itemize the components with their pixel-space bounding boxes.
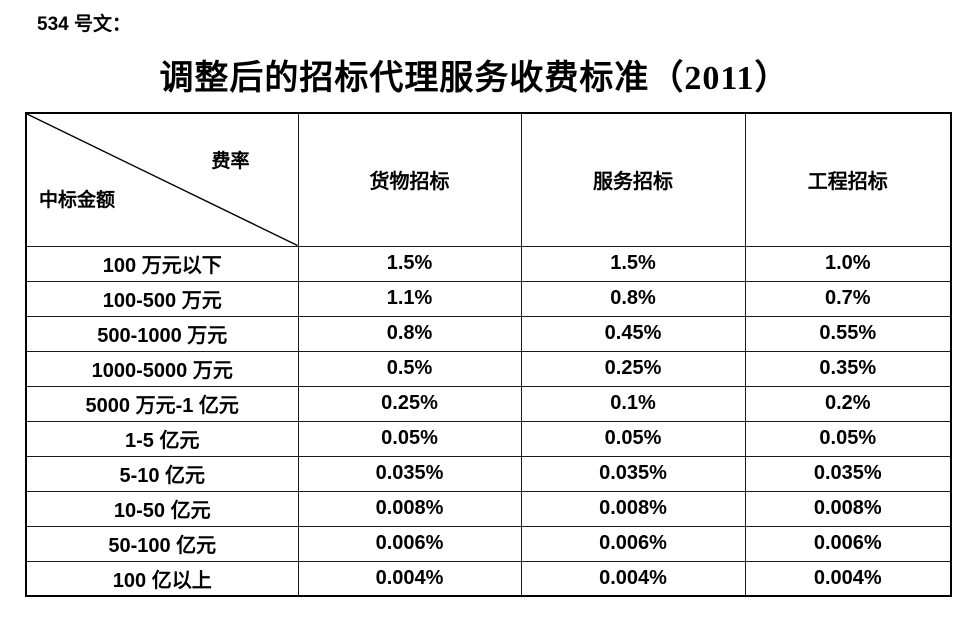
rate-cell: 0.7% — [744, 280, 952, 317]
rate-cell: 0.035% — [744, 455, 952, 492]
amount-cell: 100 万元以下 — [25, 245, 299, 282]
rate-cell: 0.1% — [520, 385, 746, 422]
rate-cell: 0.035% — [520, 455, 746, 492]
amount-cell: 5000 万元-1 亿元 — [25, 385, 299, 422]
table-row: 100 万元以下 1.5% 1.5% 1.0% — [25, 245, 952, 282]
rate-cell: 0.05% — [520, 420, 746, 457]
rate-cell: 0.55% — [744, 315, 952, 352]
table-row: 500-1000 万元 0.8% 0.45% 0.55% — [25, 315, 952, 352]
rate-cell: 0.035% — [297, 455, 522, 492]
rate-cell: 0.004% — [297, 560, 522, 597]
rate-cell: 1.0% — [744, 245, 952, 282]
rate-cell: 1.5% — [520, 245, 746, 282]
table-row: 5-10 亿元 0.035% 0.035% 0.035% — [25, 455, 952, 492]
rate-cell: 0.05% — [744, 420, 952, 457]
amount-cell: 5-10 亿元 — [25, 455, 299, 492]
table-row: 50-100 亿元 0.006% 0.006% 0.006% — [25, 525, 952, 562]
table-row: 10-50 亿元 0.008% 0.008% 0.008% — [25, 490, 952, 527]
page-title: 调整后的招标代理服务收费标准（2011） — [159, 60, 790, 97]
amount-cell: 10-50 亿元 — [25, 490, 299, 527]
rate-cell: 1.5% — [297, 245, 522, 282]
amount-cell: 500-1000 万元 — [25, 315, 299, 352]
column-header-works: 工程招标 — [744, 112, 952, 247]
rate-cell: 0.004% — [520, 560, 746, 597]
rate-cell: 0.2% — [744, 385, 952, 422]
rate-cell: 0.8% — [520, 280, 746, 317]
rate-cell: 0.45% — [520, 315, 746, 352]
rate-cell: 0.006% — [297, 525, 522, 562]
fee-table: 费率 中标金额 货物招标 服务招标 工程招标 100 万元以下 1.5% 1.5% 1… — [25, 112, 952, 597]
corner-label-rate: 费率 — [211, 151, 250, 172]
rate-cell: 0.35% — [744, 350, 952, 387]
amount-cell: 50-100 亿元 — [25, 525, 299, 562]
amount-cell: 100-500 万元 — [25, 280, 299, 317]
header-row: 费率 中标金额 货物招标 服务招标 工程招标 — [25, 112, 952, 247]
amount-cell: 1-5 亿元 — [25, 420, 299, 457]
rate-cell: 0.006% — [744, 525, 952, 562]
rate-cell: 0.5% — [297, 350, 522, 387]
amount-cell: 1000-5000 万元 — [25, 350, 299, 387]
amount-cell: 100 亿以上 — [25, 560, 299, 597]
diagonal-divider-line — [27, 114, 298, 246]
corner-header-cell: 费率 中标金额 — [25, 112, 299, 247]
doc-number-label: 534 号文： — [37, 14, 131, 35]
table-row: 5000 万元-1 亿元 0.25% 0.1% 0.2% — [25, 385, 952, 422]
rate-cell: 1.1% — [297, 280, 522, 317]
table-row: 100 亿以上 0.004% 0.004% 0.004% — [25, 560, 952, 597]
rate-cell: 0.006% — [520, 525, 746, 562]
rate-cell: 0.25% — [297, 385, 522, 422]
table-row: 1000-5000 万元 0.5% 0.25% 0.35% — [25, 350, 952, 387]
rate-cell: 0.05% — [297, 420, 522, 457]
rate-cell: 0.008% — [297, 490, 522, 527]
rate-cell: 0.25% — [520, 350, 746, 387]
rate-cell: 0.008% — [744, 490, 952, 527]
rate-cell: 0.008% — [520, 490, 746, 527]
corner-label-amount: 中标金额 — [39, 189, 116, 211]
table-row: 1-5 亿元 0.05% 0.05% 0.05% — [25, 420, 952, 457]
rate-cell: 0.8% — [297, 315, 522, 352]
column-header-goods: 货物招标 — [297, 112, 522, 247]
rate-cell: 0.004% — [744, 560, 952, 597]
table-row: 100-500 万元 1.1% 0.8% 0.7% — [25, 280, 952, 317]
column-header-service: 服务招标 — [520, 112, 746, 247]
